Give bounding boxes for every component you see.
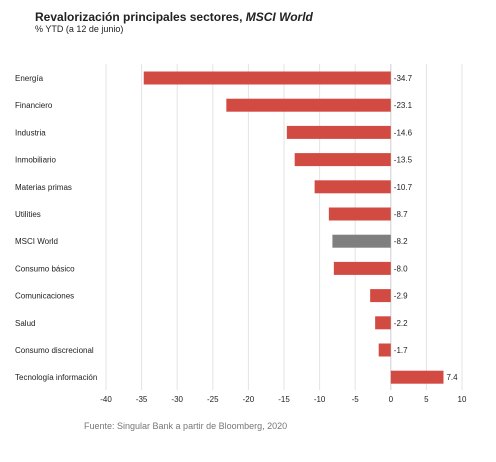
data-label: -1.7 <box>394 346 408 355</box>
category-label: Industria <box>15 128 46 137</box>
category-label: Comunicaciones <box>15 292 74 301</box>
bar <box>332 234 391 248</box>
bar <box>226 98 391 112</box>
category-label: Consumo básico <box>15 264 75 273</box>
data-label: -10.7 <box>394 183 413 192</box>
bar <box>390 370 444 384</box>
bar <box>143 71 391 85</box>
x-tick-label: -5 <box>352 395 360 404</box>
bar <box>378 343 391 357</box>
bar <box>370 289 391 303</box>
x-tick-label: 5 <box>424 395 429 404</box>
category-label: Consumo discrecional <box>15 346 94 355</box>
data-label: -2.9 <box>394 292 408 301</box>
x-tick-label: -30 <box>171 395 183 404</box>
category-label: Tecnología información <box>15 373 97 382</box>
chart-title-emphasis: MSCI World <box>245 10 313 24</box>
x-tick-label: 0 <box>389 395 394 404</box>
category-label: Salud <box>15 319 35 328</box>
category-label: Inmobiliario <box>15 156 56 165</box>
chart-subtitle: % YTD (a 12 de junio) <box>35 24 124 34</box>
bar <box>294 153 391 167</box>
source-note: Fuente: Singular Bank a partir de Bloomb… <box>84 421 288 431</box>
x-tick-label: -10 <box>314 395 326 404</box>
x-tick-label: -25 <box>207 395 219 404</box>
data-label: -8.0 <box>394 264 408 273</box>
x-tick-label: -35 <box>136 395 148 404</box>
data-label: -8.2 <box>394 237 408 246</box>
bar <box>333 261 391 275</box>
category-label: Materias primas <box>15 183 72 192</box>
x-tick-label: 10 <box>458 395 467 404</box>
data-label: -8.7 <box>394 210 408 219</box>
x-tick-label: -40 <box>100 395 112 404</box>
bar <box>286 125 391 139</box>
bar <box>375 316 391 330</box>
bar <box>328 207 391 221</box>
data-label: 7.4 <box>446 373 458 382</box>
data-label: -2.2 <box>394 319 408 328</box>
x-tick-label: -20 <box>243 395 255 404</box>
chart-title: Revalorización principales sectores, MSC… <box>35 10 313 24</box>
data-label: -14.6 <box>394 128 413 137</box>
chart-title-main: Revalorización principales sectores, <box>35 10 246 24</box>
data-label: -23.1 <box>394 101 413 110</box>
category-label: Financiero <box>15 101 53 110</box>
data-label: -34.7 <box>394 74 413 83</box>
bar <box>314 180 391 194</box>
data-label: -13.5 <box>394 156 413 165</box>
category-label: Energía <box>15 74 44 83</box>
category-label: Utilities <box>15 210 41 219</box>
x-tick-label: -15 <box>278 395 290 404</box>
category-label: MSCI World <box>15 237 58 246</box>
